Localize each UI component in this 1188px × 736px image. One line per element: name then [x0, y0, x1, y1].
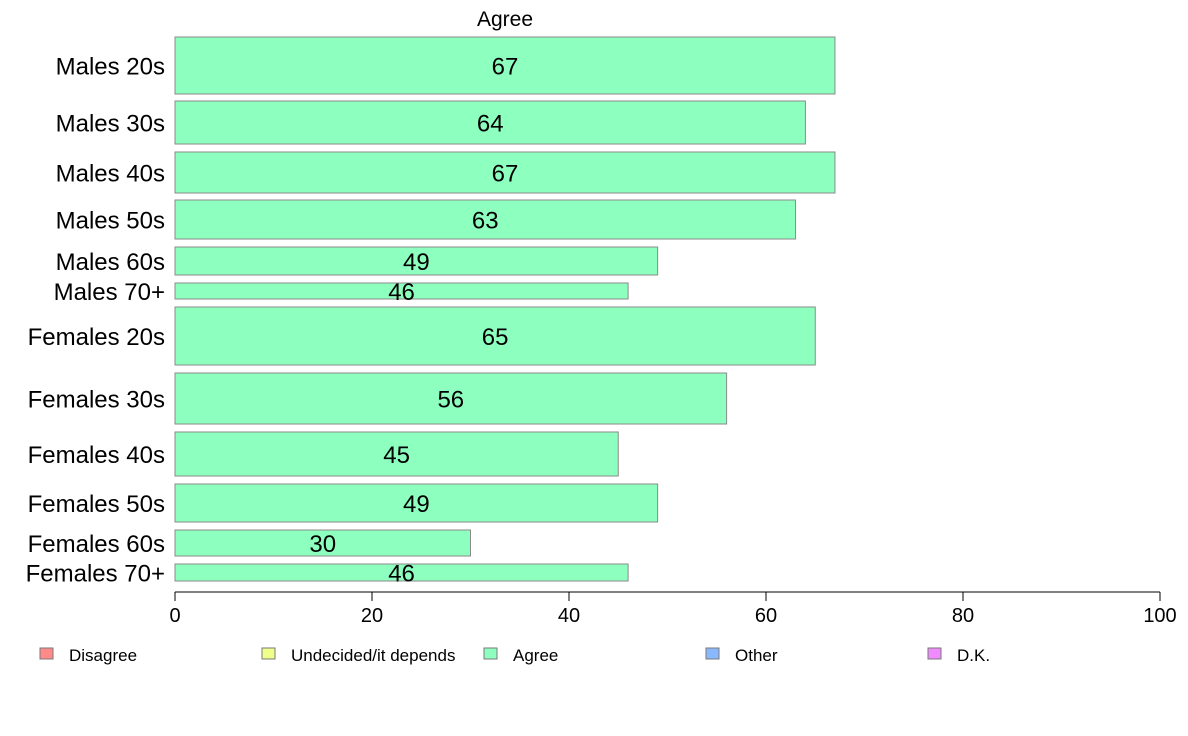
x-tick-label: 0	[169, 605, 180, 627]
legend-swatch	[261, 647, 276, 660]
legend-label: Disagree	[69, 646, 137, 665]
data-label: 45	[383, 442, 410, 469]
legend-swatch	[705, 647, 720, 660]
bar	[174, 563, 629, 582]
x-tick-label: 20	[361, 605, 383, 627]
x-tick-label: 40	[558, 605, 580, 627]
category-label: Females 60s	[28, 531, 165, 558]
data-label: 49	[403, 491, 430, 518]
bar	[174, 306, 816, 366]
legend-label: Undecided/it depends	[291, 646, 455, 665]
legend-label: Agree	[513, 646, 558, 665]
data-label: 46	[388, 279, 415, 306]
legend-swatch	[39, 647, 54, 660]
bar	[174, 199, 797, 240]
category-label: Males 70+	[54, 279, 165, 306]
data-label: 67	[492, 54, 519, 81]
bar	[174, 529, 471, 557]
data-label: 46	[388, 561, 415, 588]
data-label: 63	[472, 208, 499, 235]
category-label: Males 40s	[56, 161, 165, 188]
bar	[174, 372, 728, 425]
bar	[174, 151, 836, 194]
category-label: Males 60s	[56, 249, 165, 276]
bar	[174, 100, 806, 145]
data-label: 56	[437, 387, 464, 414]
bar	[174, 431, 619, 477]
legend-label: Other	[735, 646, 778, 665]
bars-layer: Males 20s 67 Males 30s 64 Males 40s 67 Males 5…	[26, 36, 836, 588]
legend: Disagree Undecided/it depends Agree Other D.…	[39, 646, 990, 665]
bar	[174, 246, 659, 276]
bar	[174, 36, 836, 95]
x-tick-label: 100	[1143, 605, 1176, 627]
category-label: Females 40s	[28, 442, 165, 469]
category-label: Females 20s	[28, 324, 165, 351]
bar	[174, 282, 629, 300]
data-label: 30	[309, 531, 336, 558]
data-label: 49	[403, 249, 430, 276]
legend-swatch	[483, 647, 498, 660]
x-axis: 0 20 40 60 80 100	[169, 591, 1177, 627]
category-label: Females 50s	[28, 491, 165, 518]
category-label: Males 30s	[56, 111, 165, 138]
data-label: 64	[477, 111, 504, 138]
category-label: Males 20s	[56, 54, 165, 81]
category-label: Males 50s	[56, 208, 165, 235]
chart-title: Agree	[477, 8, 533, 31]
x-tick-label: 60	[755, 605, 777, 627]
legend-swatch	[927, 647, 942, 660]
bar	[174, 483, 659, 523]
category-label: Females 30s	[28, 387, 165, 414]
legend-label: D.K.	[957, 646, 990, 665]
data-label: 67	[492, 161, 519, 188]
category-label: Females 70+	[26, 561, 165, 588]
x-tick-label: 80	[952, 605, 974, 627]
data-label: 65	[482, 324, 509, 351]
